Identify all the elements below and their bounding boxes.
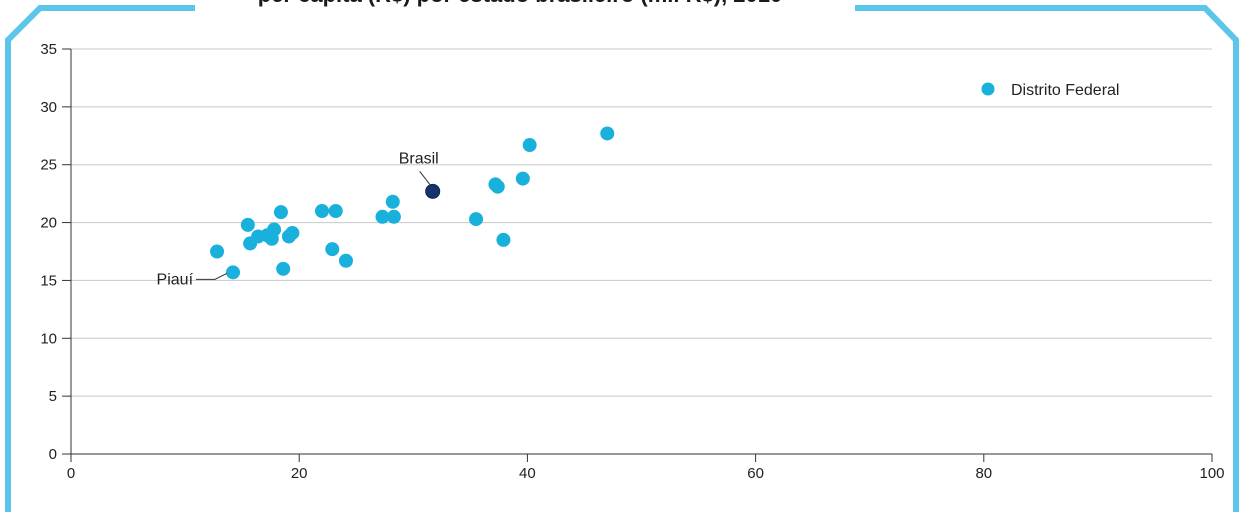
tick-labels: 0 5 10 15 20 25 30 35 0 20 40 60 80 100 <box>40 41 1224 482</box>
data-point <box>338 253 353 268</box>
data-point <box>385 194 400 209</box>
legend-label: Distrito Federal <box>1011 82 1119 99</box>
data-point <box>276 261 291 276</box>
y-tick-label-5: 5 <box>49 388 57 405</box>
annotation-brasil-label: Brasil <box>399 150 439 167</box>
point-piauí <box>226 265 241 280</box>
data-point <box>315 204 330 218</box>
x-tick-label-40: 40 <box>519 465 536 482</box>
axes <box>62 48 1213 462</box>
annotation-brasil-leader <box>419 171 431 185</box>
data-point <box>273 205 288 220</box>
x-tick-label-20: 20 <box>291 465 308 482</box>
data-point <box>328 204 343 218</box>
data-point <box>496 232 511 247</box>
title-background <box>195 0 855 12</box>
x-tick-label-60: 60 <box>747 465 764 482</box>
data-point <box>386 209 401 224</box>
data-point <box>240 217 255 232</box>
data-point <box>515 171 530 186</box>
y-tick-label-0: 0 <box>49 446 57 463</box>
data-point <box>522 138 537 153</box>
point-brasil <box>425 183 441 199</box>
chart-title-cutoff: pér capita (R$) por estado brasileiro (m… <box>258 0 783 7</box>
data-points <box>210 126 615 280</box>
legend-marker <box>981 82 995 96</box>
data-point <box>490 179 505 194</box>
annotation-piauí-label: Piauí <box>157 271 194 288</box>
data-point <box>267 222 282 237</box>
y-tick-label-30: 30 <box>40 99 57 116</box>
x-tick-label-80: 80 <box>975 465 992 482</box>
annotation-piauí-leader <box>196 272 228 280</box>
data-point <box>600 126 615 141</box>
data-point <box>325 242 340 257</box>
y-tick-label-15: 15 <box>40 272 57 289</box>
data-point <box>285 225 300 240</box>
y-tick-label-20: 20 <box>40 215 57 232</box>
legend: Distrito Federal <box>981 82 1119 99</box>
y-tick-label-35: 35 <box>40 41 57 58</box>
data-point <box>210 244 225 259</box>
point-annotations: Piauí Brasil <box>157 150 439 288</box>
data-point <box>375 209 390 224</box>
gridlines <box>71 48 1212 397</box>
y-tick-label-10: 10 <box>40 330 57 347</box>
data-point <box>469 212 484 227</box>
x-tick-label-0: 0 <box>67 465 75 482</box>
x-tick-label-100: 100 <box>1199 465 1224 482</box>
y-tick-label-25: 25 <box>40 157 57 174</box>
